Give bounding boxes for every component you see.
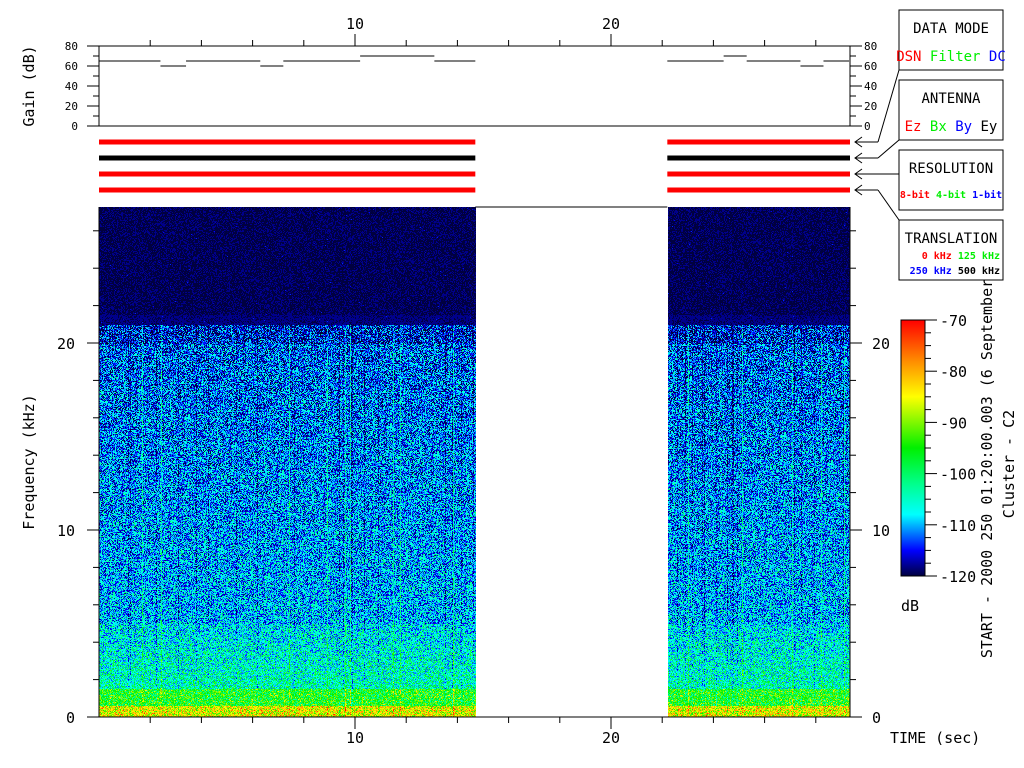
gain-tick-label: 20 — [864, 100, 877, 113]
status-bars — [99, 69, 900, 221]
colorbar-tick-label: -110 — [940, 517, 976, 535]
colorbar-tick-label: -70 — [940, 312, 967, 330]
gain-tick-label: 80 — [65, 40, 78, 53]
start-time-label: START - 2000 250 01:20:00.003 (6 Septemb… — [978, 270, 996, 658]
gain-axis-label: Gain (dB) — [20, 45, 38, 126]
legend-items-antenna: Ez Bx By Ey — [905, 119, 998, 135]
legend-item: 8-bit — [900, 189, 930, 201]
legend-item: 250 kHz — [910, 266, 952, 277]
legend-item: 500 kHz — [952, 266, 1000, 277]
legend-box-antenna — [898, 79, 1004, 141]
colorbar-tick-label: -80 — [940, 363, 967, 381]
spectrogram-heatmap — [99, 207, 850, 717]
time-tick-label: 20 — [602, 729, 620, 747]
legend-title-translation: TRANSLATION — [905, 231, 998, 247]
colorbar-rect — [900, 319, 926, 577]
legend-item: 4-bit — [930, 189, 966, 201]
gain-tick-label: 0 — [864, 120, 871, 133]
freq-tick-label: 20 — [57, 335, 75, 353]
connector-line — [877, 69, 900, 143]
legend-item: 0 kHz — [922, 251, 952, 262]
freq-tick-label: 0 — [872, 709, 881, 727]
x-axis-label: TIME (sec) — [890, 729, 980, 747]
legend-title-antenna: ANTENNA — [921, 91, 981, 107]
colorbar-tick-label: -90 — [940, 414, 967, 432]
gain-tick-label: 80 — [864, 40, 877, 53]
arrow-icon — [854, 184, 878, 196]
legend-item: Ez — [905, 119, 922, 135]
legend-item: Ey — [972, 119, 997, 135]
freq-tick-label: 10 — [872, 522, 890, 540]
legend: DATA MODE DSN Filter DC ANTENNA Ez Bx By Ey… — [896, 9, 1006, 281]
legend-title-data_mode: DATA MODE — [913, 21, 989, 37]
legend-item: DSN — [896, 49, 921, 65]
gain-tick-label: 20 — [65, 100, 78, 113]
status-bar-antenna — [667, 155, 850, 161]
top-time-label: 10 — [346, 15, 364, 33]
legend-item: 125 kHz — [952, 251, 1000, 262]
status-bar-resolution — [99, 171, 476, 177]
connector-line — [877, 189, 900, 221]
legend-box-resolution — [898, 149, 1004, 211]
freq-tick-label: 10 — [57, 522, 75, 540]
arrow-icon — [854, 152, 878, 164]
spacecraft-label: Cluster - C2 — [1000, 410, 1018, 518]
legend-title-resolution: RESOLUTION — [909, 161, 993, 177]
legend-row: 250 kHz 500 kHz — [910, 266, 1000, 277]
status-bar-data_mode — [667, 139, 850, 145]
colorbar: -70 -80 -90 -100 -110 -120 — [900, 312, 976, 586]
legend-items-data_mode: DSN Filter DC — [896, 49, 1006, 65]
gain-tick-label: 40 — [65, 80, 78, 93]
status-bar-data_mode — [99, 139, 476, 145]
colorbar-tick-label: -120 — [940, 568, 976, 586]
gain-panel: 0 0 20 20 40 40 60 60 80 80 10 20 — [65, 15, 878, 133]
gain-tick-label: 0 — [71, 120, 78, 133]
legend-item: Filter — [921, 49, 980, 65]
arrow-icon — [854, 136, 878, 148]
status-bar-translation — [667, 187, 850, 193]
legend-box-data_mode — [898, 9, 1004, 71]
colorbar-label: dB — [901, 597, 919, 615]
legend-item: 1-bit — [966, 189, 1002, 201]
status-bar-resolution — [667, 171, 850, 177]
status-bar-translation — [99, 187, 476, 193]
status-bar-antenna — [99, 155, 476, 161]
arrow-icon — [854, 168, 878, 180]
colorbar-tick-label: -100 — [940, 466, 976, 484]
legend-row: 0 kHz 125 kHz — [922, 251, 1000, 262]
gain-tick-label: 60 — [65, 60, 78, 73]
legend-box-translation — [898, 219, 1004, 281]
legend-item: Bx — [921, 119, 946, 135]
freq-tick-label: 0 — [66, 709, 75, 727]
time-tick-label: 10 — [346, 729, 364, 747]
connector-line — [877, 139, 900, 159]
freq-tick-label: 20 — [872, 335, 890, 353]
y-axis-label: Frequency (kHz) — [20, 394, 38, 529]
gain-tick-label: 60 — [864, 60, 877, 73]
legend-item: By — [947, 119, 972, 135]
gain-tick-label: 40 — [864, 80, 877, 93]
spectrogram-axes: 0 0 10 10 20 20 10 20 — [57, 206, 890, 747]
legend-items-resolution: 8-bit 4-bit 1-bit — [900, 189, 1002, 201]
top-time-label: 20 — [602, 15, 620, 33]
legend-item: DC — [981, 49, 1006, 65]
